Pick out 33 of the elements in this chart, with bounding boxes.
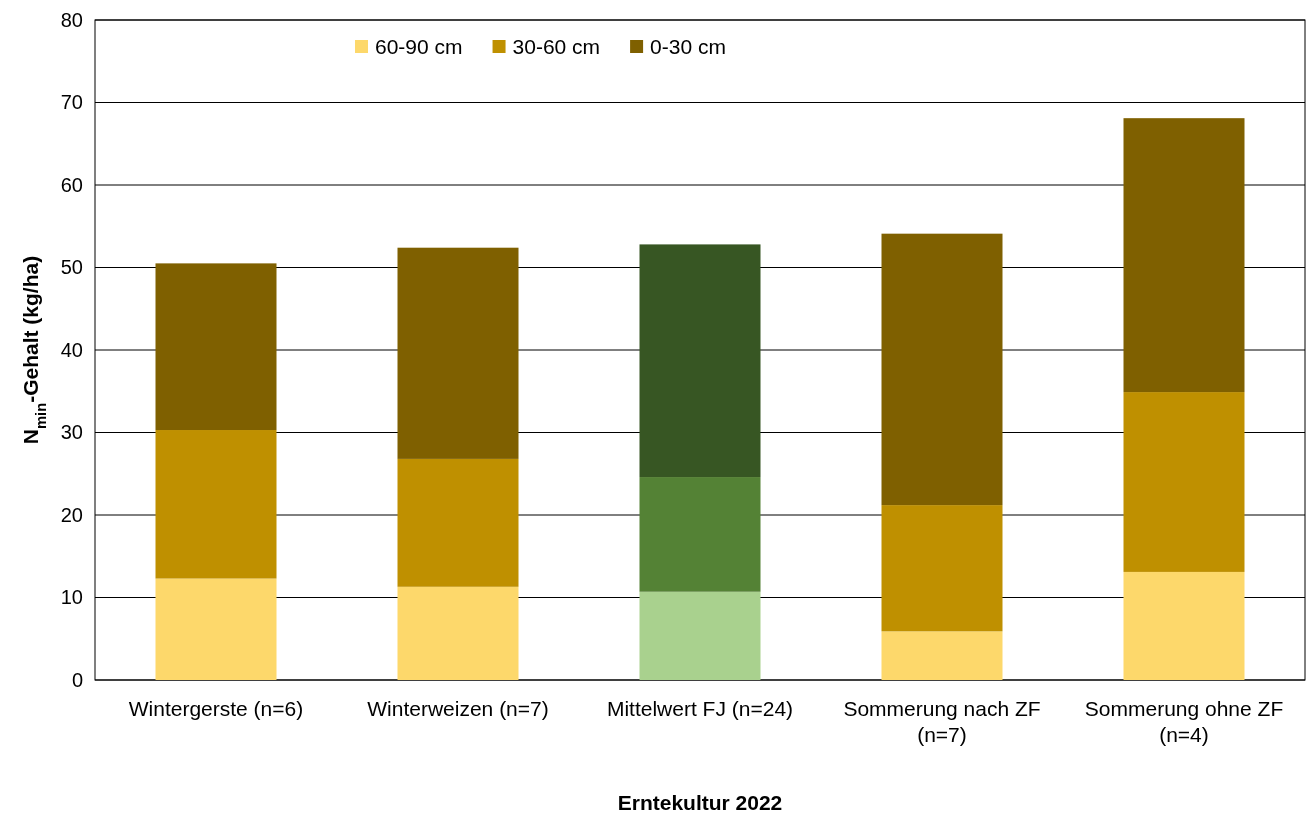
legend-label: 60-90 cm (375, 35, 463, 58)
bar (397, 458, 519, 587)
legend-label: 30-60 cm (512, 35, 601, 58)
x-tick-label: Sommerung nach ZF (n=7) (843, 697, 1041, 746)
y-tick-label: 70 (60, 91, 83, 114)
bar (639, 244, 761, 478)
y-tick-label: 40 (60, 338, 83, 361)
y-tick-label: 80 (60, 8, 83, 31)
x-tick-label: Winterweizen (n=7) (367, 697, 549, 720)
legend-label: 0-30 cm (650, 35, 726, 58)
bar (639, 477, 761, 592)
bar (639, 591, 761, 680)
x-axis-title: Erntekultur 2022 (617, 791, 783, 814)
y-tick-label: 50 (60, 256, 83, 279)
bar (155, 430, 277, 579)
bar (1123, 118, 1245, 393)
bar (397, 586, 519, 680)
x-tick-label: Wintergerste (n=6) (128, 697, 304, 720)
y-tick-label: 20 (60, 503, 83, 526)
bar (155, 263, 277, 431)
bar (1123, 571, 1245, 680)
bar (397, 247, 519, 459)
y-tick-label: 30 (60, 421, 83, 444)
y-tick-label: 0 (71, 668, 83, 691)
bar (155, 578, 277, 680)
y-tick-label: 60 (60, 173, 83, 196)
x-tick-label: Mittelwert FJ (n=24) (606, 697, 794, 720)
bar (881, 505, 1003, 632)
y-tick-label: 10 (60, 586, 83, 609)
bar (1123, 392, 1245, 572)
bar (881, 233, 1003, 506)
x-tick-label: Sommerung ohne ZF (n=4) (1084, 697, 1284, 746)
bar (881, 631, 1003, 680)
